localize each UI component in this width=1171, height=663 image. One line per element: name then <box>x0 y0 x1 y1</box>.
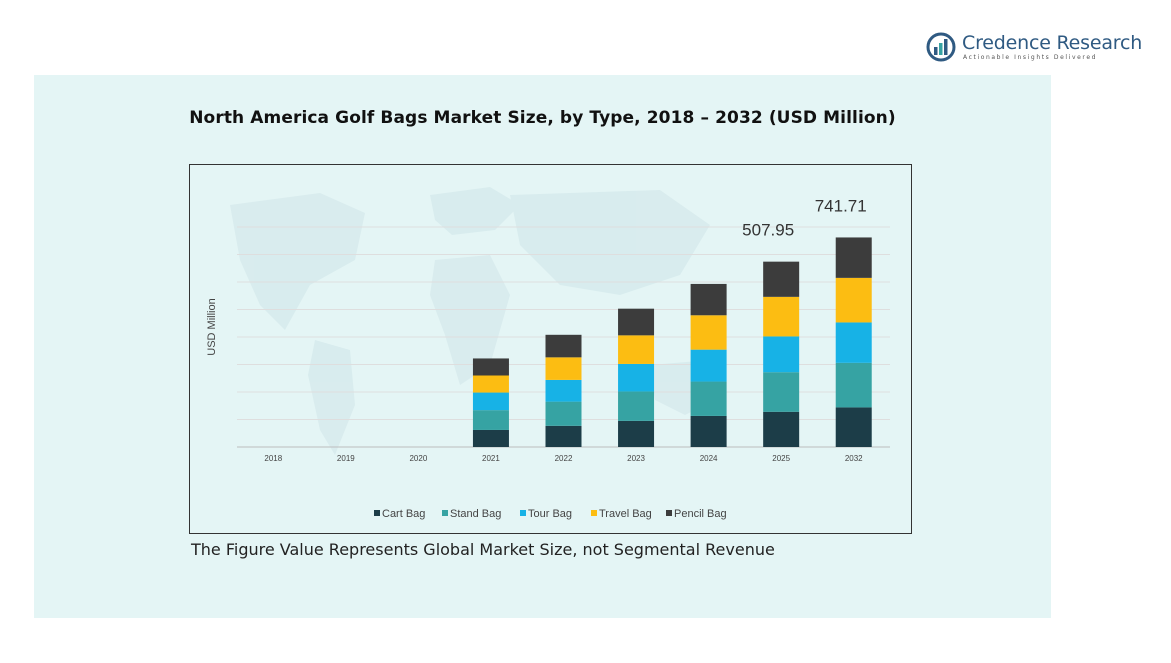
bar-segment-stand-bag-2023 <box>618 391 655 421</box>
bar-segment-travel-bag-2022 <box>545 357 582 380</box>
bar-segment-cart-bag-2024 <box>690 415 727 447</box>
bar-segment-stand-bag-2021 <box>472 410 509 430</box>
legend-item-pencil-bag: Pencil Bag <box>666 508 727 520</box>
bar-segment-pencil-bag-2025 <box>763 261 800 297</box>
bar-segment-tour-bag-2025 <box>763 336 800 373</box>
y-axis-label: USD Million <box>206 298 218 355</box>
bars <box>472 237 872 447</box>
legend-swatch <box>520 510 526 516</box>
x-tick-label: 2024 <box>700 454 718 463</box>
bar-segment-pencil-bag-2024 <box>690 283 727 316</box>
bar-segment-pencil-bag-2023 <box>618 308 655 336</box>
legend-label: Cart Bag <box>382 508 425 520</box>
bar-segment-cart-bag-2021 <box>472 429 509 447</box>
bar-segment-stand-bag-2025 <box>763 372 800 412</box>
bar-segment-tour-bag-2021 <box>472 392 509 411</box>
chart-frame: 2018 2019 2020 2021 2022 2023 2024 2025 2032 507… <box>189 164 912 534</box>
bar-segment-travel-bag-2032 <box>835 277 872 323</box>
chart-panel <box>34 75 1051 618</box>
bar-segment-pencil-bag-2021 <box>472 358 509 376</box>
bar-segment-stand-bag-2022 <box>545 401 582 426</box>
bar-chart-logo-icon <box>926 32 956 62</box>
bar-segment-travel-bag-2021 <box>472 375 509 393</box>
x-tick-label: 2018 <box>264 454 282 463</box>
x-tick-label: 2023 <box>627 454 645 463</box>
bar-segment-cart-bag-2022 <box>545 425 582 447</box>
bar-segment-cart-bag-2023 <box>618 420 655 447</box>
legend-swatch <box>666 510 672 516</box>
bar-segment-travel-bag-2024 <box>690 315 727 350</box>
bar-segment-cart-bag-2025 <box>763 411 800 447</box>
legend-item-cart-bag: Cart Bag <box>374 508 425 520</box>
legend-label: Travel Bag <box>599 508 652 520</box>
bar-segment-travel-bag-2023 <box>618 335 655 364</box>
x-tick-label: 2025 <box>772 454 790 463</box>
legend-swatch <box>591 510 597 516</box>
bar-segment-pencil-bag-2032 <box>835 237 872 278</box>
total-value-label-2025: 507.95 <box>742 221 794 240</box>
bar-segment-cart-bag-2032 <box>835 407 872 447</box>
brand-logo: Credence Research Actionable Insights De… <box>926 30 1142 64</box>
x-tick-labels: 2018 2019 2020 2021 2022 2023 2024 2025 2032 <box>264 454 863 463</box>
stacked-bar-chart: 2018 2019 2020 2021 2022 2023 2024 2025 2032 507… <box>206 187 890 520</box>
legend-label: Tour Bag <box>528 508 572 520</box>
bar-segment-pencil-bag-2022 <box>545 334 582 358</box>
legend-item-travel-bag: Travel Bag <box>591 508 652 520</box>
legend-label: Pencil Bag <box>674 508 727 520</box>
legend-item-tour-bag: Tour Bag <box>520 508 572 520</box>
footnote: The Figure Value Represents Global Marke… <box>191 540 775 559</box>
value-annotations: 507.95 741.71 <box>742 196 867 239</box>
x-tick-label: 2022 <box>555 454 573 463</box>
bar-segment-stand-bag-2024 <box>690 381 727 416</box>
bar-segment-travel-bag-2025 <box>763 296 800 337</box>
total-value-label-2032: 741.71 <box>815 196 867 215</box>
x-tick-label: 2020 <box>409 454 427 463</box>
bar-segment-tour-bag-2022 <box>545 379 582 402</box>
legend-swatch <box>374 510 380 516</box>
legend-label: Stand Bag <box>450 508 501 520</box>
chart-title: North America Golf Bags Market Size, by … <box>189 108 896 128</box>
brand-tagline: Actionable Insights Delivered <box>963 54 1098 61</box>
brand-name: Credence Research <box>962 32 1143 54</box>
x-tick-label: 2019 <box>337 454 355 463</box>
legend: Cart Bag Stand Bag Tour Bag Travel Bag Penci… <box>374 508 727 520</box>
bar-segment-tour-bag-2024 <box>690 349 727 382</box>
legend-item-stand-bag: Stand Bag <box>442 508 501 520</box>
x-tick-label: 2021 <box>482 454 500 463</box>
x-tick-label: 2032 <box>845 454 863 463</box>
legend-swatch <box>442 510 448 516</box>
bar-segment-stand-bag-2032 <box>835 362 872 408</box>
bar-segment-tour-bag-2032 <box>835 322 872 363</box>
bar-segment-tour-bag-2023 <box>618 363 655 392</box>
